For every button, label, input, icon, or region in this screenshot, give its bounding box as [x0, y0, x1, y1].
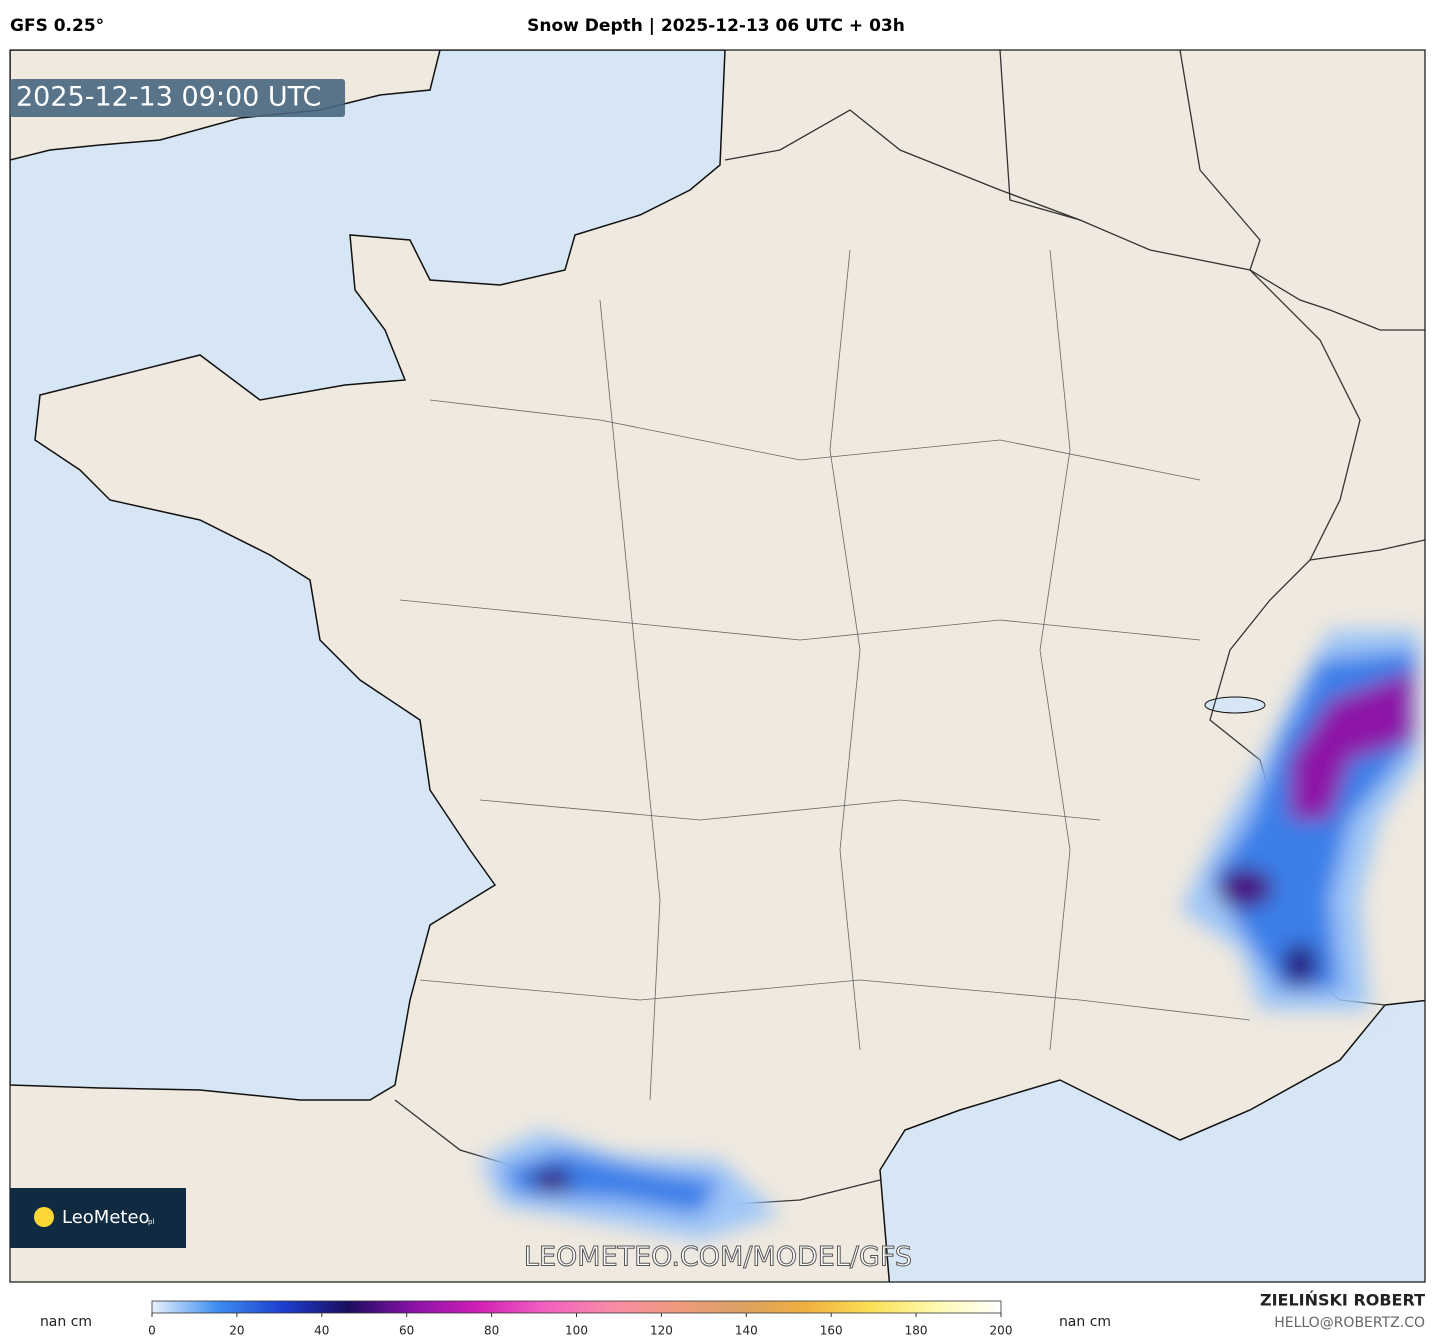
- colorbar-tick-label: 60: [399, 1324, 414, 1338]
- colorbar-tick-label: 80: [484, 1324, 499, 1338]
- model-label: GFS 0.25°: [10, 16, 104, 36]
- map-title: Snow Depth | 2025-12-13 06 UTC + 03h: [527, 16, 905, 36]
- mediterranean-sea: [879, 999, 1425, 1282]
- colorbar-tick-label: 180: [905, 1324, 928, 1338]
- lake-geneva: [1204, 696, 1266, 714]
- atlantic-sea: [10, 50, 726, 1101]
- colorbar-ticks: 0 20 40 60 80 100 120 140 160 180 200: [148, 1313, 1012, 1338]
- colorbar-tick-label: 20: [229, 1324, 244, 1338]
- colorbar-tick-label: 0: [148, 1324, 156, 1338]
- colorbar-tick-label: 200: [990, 1324, 1013, 1338]
- map: [10, 50, 1425, 1282]
- author: ZIELIŃSKI ROBERT: [1260, 1291, 1425, 1310]
- watermark: LEOMETEO.COM/MODEL/GFS: [524, 1242, 912, 1273]
- colorbar-tick-label: 160: [820, 1324, 843, 1338]
- logo: LeoMeteo: [62, 1207, 150, 1228]
- email: HELLO@ROBERTZ.CO: [1274, 1315, 1425, 1331]
- colorbar: [151, 1300, 1002, 1314]
- colorbar-tick-label: 100: [565, 1324, 588, 1338]
- snow-cover: [480, 630, 1420, 1240]
- colorbar-tick-label: 140: [735, 1324, 758, 1338]
- logo-suffix: pl: [148, 1218, 154, 1226]
- timestamp-box: [10, 79, 345, 117]
- colorbar-tick-label: 40: [314, 1324, 329, 1338]
- colorbar-left-label: nan cm: [40, 1314, 92, 1330]
- timestamp: 2025-12-13 09:00 UTC: [16, 82, 321, 113]
- logo-sun: [34, 1207, 54, 1227]
- colorbar-right-label: nan cm: [1059, 1314, 1111, 1330]
- colorbar-tick-label: 120: [650, 1324, 673, 1338]
- map-frame: [9, 49, 1426, 1283]
- departments: [399, 249, 1251, 1101]
